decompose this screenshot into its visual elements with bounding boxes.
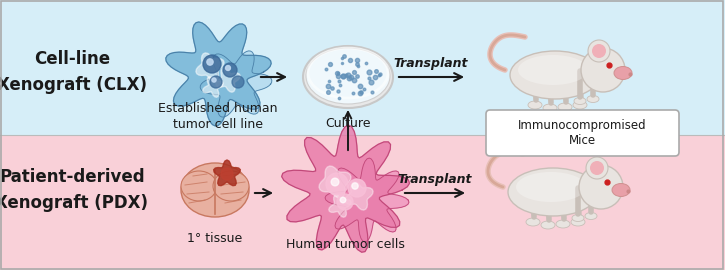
Ellipse shape xyxy=(612,184,630,197)
Text: Immunocompromised
Mice: Immunocompromised Mice xyxy=(518,119,646,147)
Ellipse shape xyxy=(585,212,597,220)
Circle shape xyxy=(348,179,366,197)
Text: Culture: Culture xyxy=(326,117,370,130)
Ellipse shape xyxy=(303,46,393,108)
Circle shape xyxy=(232,76,244,88)
Ellipse shape xyxy=(574,97,586,104)
Ellipse shape xyxy=(510,51,600,99)
Polygon shape xyxy=(345,182,373,210)
Circle shape xyxy=(225,66,231,70)
Circle shape xyxy=(221,168,233,180)
Polygon shape xyxy=(319,166,351,198)
Circle shape xyxy=(331,178,339,186)
Polygon shape xyxy=(196,53,224,81)
Bar xyxy=(0,0,725,135)
Ellipse shape xyxy=(516,172,586,202)
Polygon shape xyxy=(166,22,271,126)
Polygon shape xyxy=(328,195,352,217)
Text: Transplant: Transplant xyxy=(394,57,468,70)
Text: Established human
tumor cell line: Established human tumor cell line xyxy=(158,103,278,131)
Circle shape xyxy=(581,48,625,92)
Ellipse shape xyxy=(572,214,584,221)
Polygon shape xyxy=(214,160,240,186)
Ellipse shape xyxy=(558,103,572,111)
Ellipse shape xyxy=(556,220,570,228)
Circle shape xyxy=(203,55,221,73)
Circle shape xyxy=(588,40,610,62)
Polygon shape xyxy=(282,125,410,252)
Circle shape xyxy=(210,76,222,88)
Polygon shape xyxy=(203,77,223,97)
Text: Transplant: Transplant xyxy=(398,173,472,186)
Ellipse shape xyxy=(614,66,632,79)
Polygon shape xyxy=(325,158,409,242)
Ellipse shape xyxy=(587,96,599,103)
Ellipse shape xyxy=(306,48,390,104)
Ellipse shape xyxy=(573,101,587,109)
Ellipse shape xyxy=(518,55,588,85)
Circle shape xyxy=(340,197,346,203)
Circle shape xyxy=(579,165,623,209)
FancyBboxPatch shape xyxy=(486,110,679,156)
Ellipse shape xyxy=(543,104,557,112)
Text: Human tumor cells: Human tumor cells xyxy=(286,238,405,251)
Polygon shape xyxy=(200,51,272,117)
Ellipse shape xyxy=(508,168,598,216)
Circle shape xyxy=(592,44,606,58)
Ellipse shape xyxy=(181,163,249,217)
Ellipse shape xyxy=(541,221,555,229)
Text: Patient-derived
Xenograft (PDX): Patient-derived Xenograft (PDX) xyxy=(0,168,149,211)
Circle shape xyxy=(212,78,216,82)
Ellipse shape xyxy=(526,218,540,226)
Circle shape xyxy=(326,173,348,195)
Bar xyxy=(0,135,725,270)
Polygon shape xyxy=(216,68,240,92)
Ellipse shape xyxy=(571,218,585,226)
Circle shape xyxy=(223,63,237,77)
Circle shape xyxy=(586,157,608,179)
Circle shape xyxy=(337,194,353,210)
Circle shape xyxy=(352,183,358,189)
Ellipse shape xyxy=(528,101,542,109)
Text: Cell-line
Xenograft (CLX): Cell-line Xenograft (CLX) xyxy=(0,50,147,93)
Ellipse shape xyxy=(181,171,217,201)
Circle shape xyxy=(590,161,604,175)
Text: 1° tissue: 1° tissue xyxy=(187,231,243,245)
Ellipse shape xyxy=(213,171,249,201)
Circle shape xyxy=(207,59,213,65)
